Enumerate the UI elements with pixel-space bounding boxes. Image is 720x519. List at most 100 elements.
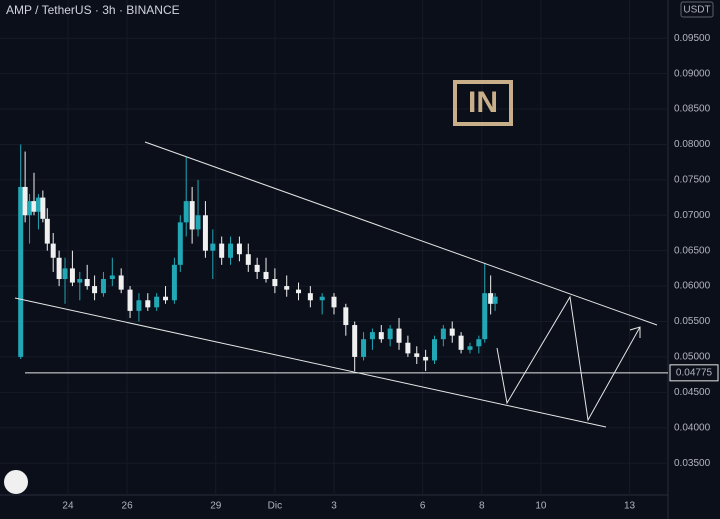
y-tick-label: 0.04000 <box>674 422 711 433</box>
candle-body <box>307 293 313 301</box>
candle-body <box>50 243 56 258</box>
candle-body <box>136 300 142 311</box>
candle-body <box>84 279 90 287</box>
tv-badge <box>4 470 28 494</box>
candle-body <box>109 275 115 280</box>
candle-body <box>431 339 437 361</box>
candle-body <box>272 279 278 287</box>
candle-body <box>369 332 375 340</box>
price-label: 0.04775 <box>676 367 713 378</box>
candle-body <box>449 328 455 336</box>
x-tick-label: 10 <box>535 501 547 512</box>
y-tick-label: 0.05500 <box>674 316 711 327</box>
y-tick-label: 0.09000 <box>674 68 711 79</box>
candle-body <box>423 356 429 361</box>
candle-body <box>254 264 260 272</box>
currency-box <box>680 1 714 18</box>
candle-body <box>219 243 225 258</box>
candle-body <box>183 201 189 223</box>
y-tick-label: 0.06000 <box>674 281 711 292</box>
candle-body <box>352 325 358 357</box>
candle-body <box>22 186 28 216</box>
x-tick-label: 13 <box>624 501 636 512</box>
candle-body <box>476 339 482 347</box>
candle-body <box>35 197 41 212</box>
candle-body <box>62 268 68 280</box>
candle-body <box>405 342 411 354</box>
candle-body <box>127 289 133 311</box>
candle-body <box>296 289 302 294</box>
candle-body <box>189 201 195 230</box>
candle-body <box>319 296 325 301</box>
x-tick-label: 3 <box>331 501 337 512</box>
candle-body <box>44 218 50 244</box>
candle-body <box>245 254 251 265</box>
trendline <box>14 297 607 428</box>
currency: USDT <box>683 5 710 16</box>
candle-body <box>414 353 420 357</box>
y-tick-label: 0.05000 <box>674 352 711 363</box>
candle-body <box>18 186 24 357</box>
chart-title: AMP / TetherUS · 3h · BINANCE <box>6 3 180 17</box>
candle-body <box>492 296 498 304</box>
candle-body <box>77 279 83 283</box>
y-tick-label: 0.07500 <box>674 175 711 186</box>
y-tick-label: 0.03500 <box>674 458 711 469</box>
candle-body <box>31 201 37 212</box>
candle-body <box>488 293 494 304</box>
candles <box>18 144 498 372</box>
y-tick-label: 0.08000 <box>674 139 711 150</box>
watermark: IN <box>453 80 513 126</box>
drawings <box>14 141 658 428</box>
trendline <box>144 141 658 326</box>
candle-body <box>467 346 473 350</box>
y-tick-label: 0.06500 <box>674 245 711 256</box>
candle-body <box>69 268 75 283</box>
candle-body <box>210 243 216 251</box>
candle-body <box>387 328 393 340</box>
x-tick-label: 29 <box>210 501 222 512</box>
candle-body <box>163 296 169 301</box>
tv-logo <box>4 470 28 494</box>
candle-body <box>458 335 464 350</box>
candle-body <box>27 201 33 216</box>
candle-body <box>40 197 46 219</box>
x-tick-label: 8 <box>479 501 485 512</box>
y-tick-label: 0.08500 <box>674 104 711 115</box>
x-tick-label: 24 <box>62 501 74 512</box>
candle-body <box>100 279 106 294</box>
y-tick-label: 0.09500 <box>674 33 711 44</box>
candle-body <box>343 307 349 326</box>
candle-body <box>396 328 402 343</box>
candle-body <box>195 215 201 230</box>
candle-body <box>171 264 177 301</box>
logo-frame <box>453 80 513 126</box>
candle-body <box>361 339 367 357</box>
price-label-box <box>669 364 719 382</box>
arrow-head <box>629 326 641 338</box>
candle-body <box>154 296 160 308</box>
candle-body <box>236 243 242 255</box>
candle-body <box>378 332 384 340</box>
candle-body <box>440 328 446 340</box>
candle-body <box>202 215 208 251</box>
candle-body <box>331 296 337 308</box>
candle-body <box>263 271 269 280</box>
logo: IN <box>468 86 498 119</box>
candle-body <box>145 300 151 308</box>
forecast-path <box>496 295 641 422</box>
candle-body <box>228 243 234 258</box>
candle-body <box>92 286 98 294</box>
candle-body <box>118 275 124 290</box>
y-tick-label: 0.04500 <box>674 387 711 398</box>
candle-body <box>482 293 488 340</box>
candle-body <box>56 257 62 280</box>
x-tick-label: 26 <box>122 501 134 512</box>
x-tick-label: 6 <box>420 501 426 512</box>
candle-body <box>284 286 290 290</box>
candle-body <box>177 222 183 265</box>
x-tick-label: Dic <box>268 501 282 512</box>
y-tick-label: 0.07000 <box>674 210 711 221</box>
